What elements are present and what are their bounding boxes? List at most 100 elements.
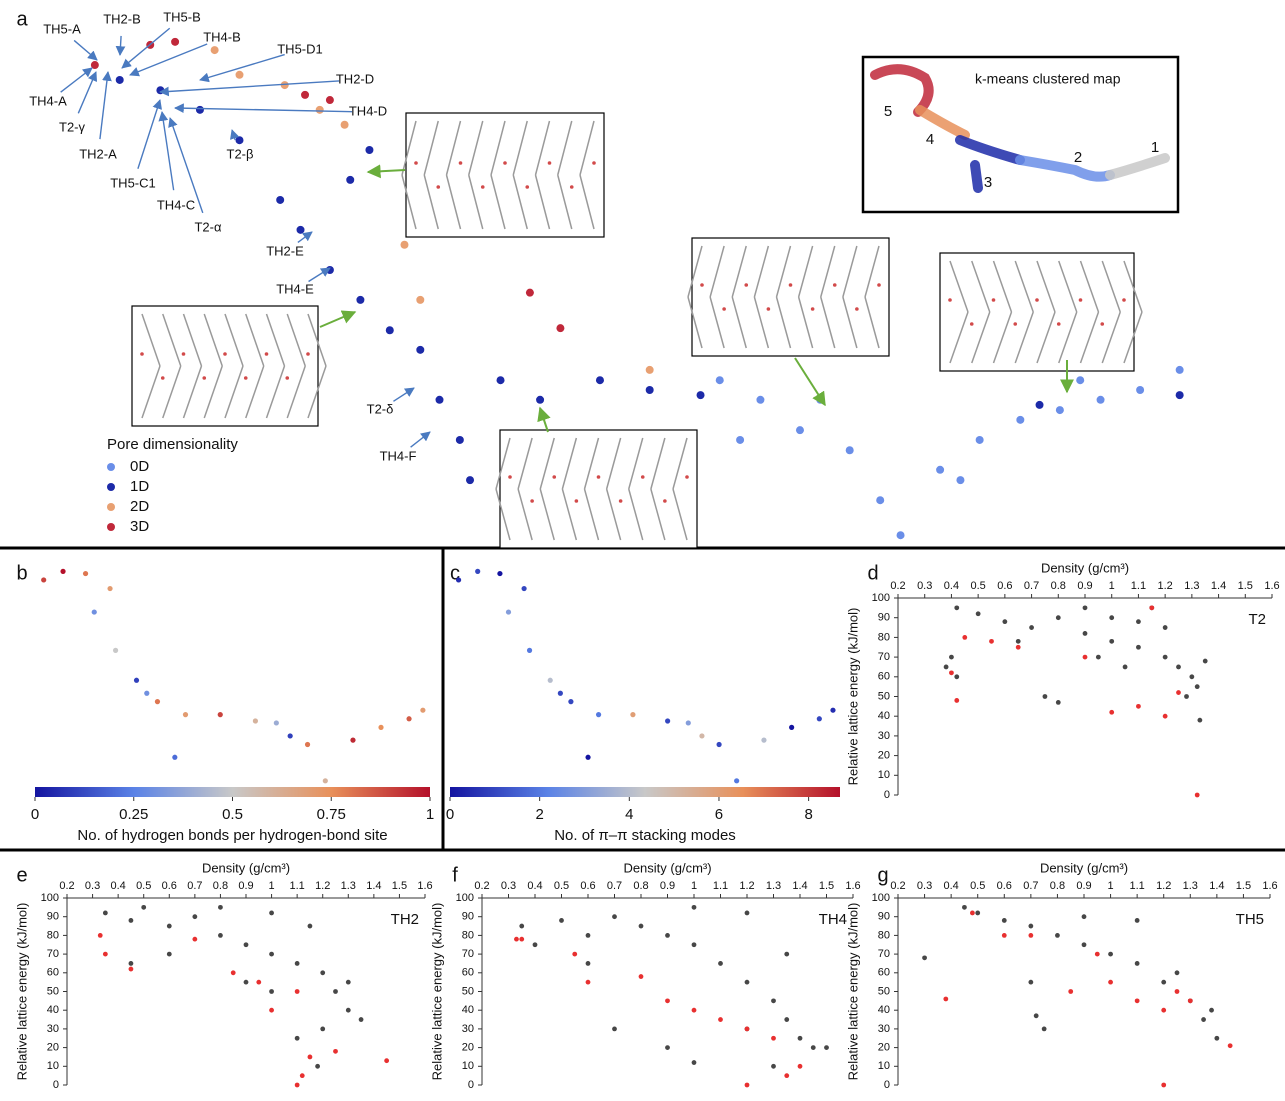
legend-swatch (107, 483, 115, 491)
x-tick-label: 1.6 (845, 880, 860, 892)
data-point (585, 754, 591, 760)
data-point (154, 699, 161, 705)
data-point (322, 778, 328, 784)
data-point (956, 476, 965, 485)
data-point (736, 435, 745, 444)
x-tick-label: 0.6 (580, 880, 595, 892)
data-point (1068, 989, 1074, 994)
data-point (294, 989, 300, 994)
y-tick-label: 30 (47, 1023, 59, 1035)
structure-atom (855, 307, 859, 311)
y-tick-label: 80 (462, 929, 474, 941)
data-point (1082, 631, 1088, 636)
structure-bond (842, 245, 858, 298)
structure-bond (203, 365, 223, 419)
y-tick-label: 60 (878, 967, 890, 979)
y-tick-label: 10 (47, 1060, 59, 1072)
y-tick-label: 60 (47, 967, 59, 979)
structure-bond (775, 245, 792, 298)
data-point (304, 741, 311, 748)
structure-atom (552, 475, 557, 479)
y-tick-label: 40 (47, 1004, 59, 1016)
data-point (1082, 605, 1088, 611)
structure-atom (264, 352, 269, 356)
x-tick-label: 1 (269, 880, 275, 892)
structure-atom (480, 185, 485, 189)
structure-bond (401, 120, 417, 176)
data-point (1189, 674, 1195, 680)
structure-bond (245, 313, 265, 367)
x-tick-label: 1.1 (289, 880, 304, 892)
data-point (276, 195, 285, 204)
structure-bond (628, 488, 644, 541)
x-tick-label: 0.9 (1077, 580, 1092, 592)
structure-atom (243, 376, 248, 380)
data-point (320, 1026, 326, 1032)
annotation-arrow (199, 53, 285, 83)
y-tick-label: 50 (462, 985, 474, 997)
x-tick-label: 0.4 (943, 880, 958, 892)
structure-atom (685, 475, 689, 479)
structure-bond (864, 245, 880, 298)
data-point (97, 933, 103, 938)
data-point (810, 1045, 816, 1050)
data-point (1134, 918, 1140, 923)
data-point (141, 904, 147, 910)
x-tick-label: 0.7 (1023, 880, 1038, 892)
structure-atom (574, 499, 579, 503)
structure-atom (1078, 298, 1083, 302)
data-point (112, 647, 119, 653)
x-tick-label: 0.3 (917, 880, 932, 892)
structure-bond (709, 245, 725, 298)
data-point (1055, 700, 1061, 705)
structure-atom (525, 185, 530, 189)
data-point (350, 737, 356, 743)
x-tick-label: 0.2 (59, 880, 74, 892)
data-point (1096, 395, 1105, 404)
structure-inset (939, 252, 1135, 372)
data-point (294, 961, 300, 966)
data-point (744, 1026, 750, 1032)
data-point (385, 326, 394, 335)
structure-atom (663, 499, 667, 503)
annotation-label: TH4-B (203, 29, 241, 44)
annotation-arrow (137, 99, 162, 169)
structure-atom (969, 322, 974, 326)
data-point (691, 1060, 697, 1065)
data-point (630, 712, 636, 718)
data-point (585, 933, 591, 938)
data-point (128, 918, 134, 923)
x-tick-label: 1.3 (341, 880, 356, 892)
structure-bond (182, 365, 203, 419)
y-tick-label: 50 (47, 985, 59, 997)
structure-bond (517, 437, 533, 490)
structure-bond (182, 313, 203, 367)
annotation-arrow (393, 387, 415, 402)
structure-bond (1058, 260, 1078, 313)
data-point (365, 145, 374, 154)
data-point (230, 970, 236, 976)
y-tick-label: 10 (878, 769, 890, 781)
y-tick-label: 70 (878, 948, 890, 960)
data-point (378, 724, 384, 730)
data-point (358, 1017, 364, 1022)
data-point (166, 951, 172, 957)
y-tick-label: 30 (878, 730, 890, 742)
y-tick-label: 0 (53, 1079, 59, 1091)
legend-swatch (107, 503, 115, 511)
x-tick-label: 0.9 (660, 880, 675, 892)
data-point (1161, 1007, 1167, 1013)
data-point (595, 376, 604, 385)
structure-atom (306, 352, 310, 356)
data-point (789, 724, 795, 730)
data-point (273, 720, 279, 726)
x-tick-label: 1 (1109, 580, 1115, 592)
y-tick-label: 90 (462, 911, 474, 923)
cluster-label: 4 (926, 131, 934, 148)
data-point (1055, 933, 1060, 938)
x-tick-label: 0.5 (970, 580, 985, 592)
panel-annotation: TH5 (1236, 911, 1264, 928)
annotation-label: TH5-A (43, 21, 81, 36)
y-tick-label: 80 (878, 929, 890, 941)
